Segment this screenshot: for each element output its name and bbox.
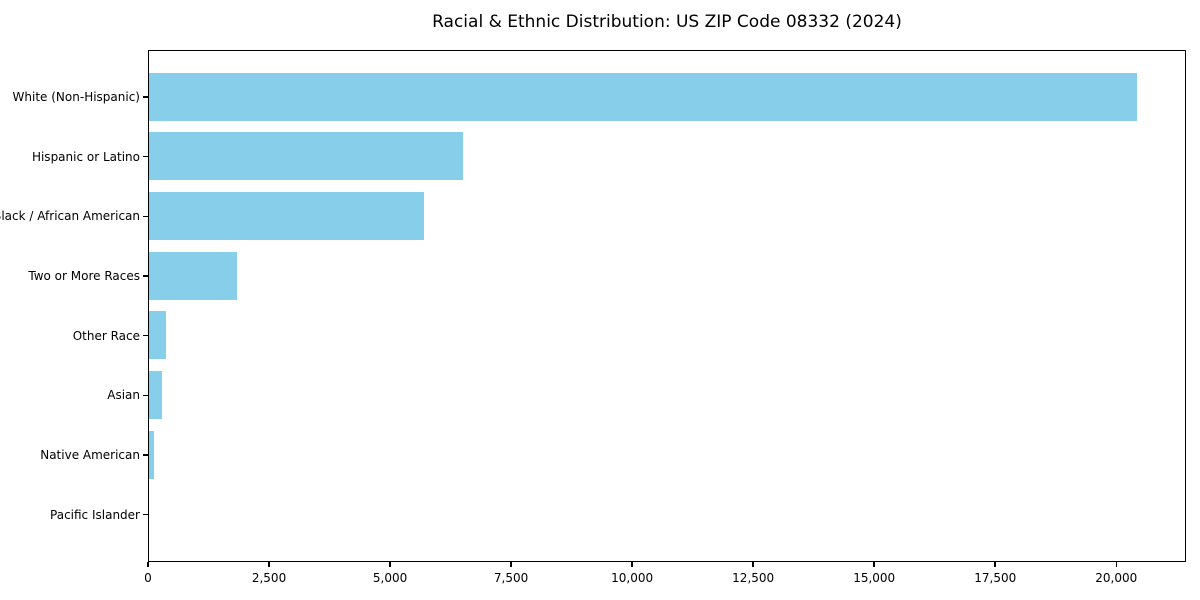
x-tick-mark bbox=[1115, 562, 1118, 567]
y-tick-label: Two or More Races bbox=[28, 269, 140, 283]
y-tick-label: White (Non-Hispanic) bbox=[12, 90, 140, 104]
chart-title: Racial & Ethnic Distribution: US ZIP Cod… bbox=[432, 12, 902, 32]
y-tick-mark bbox=[143, 334, 148, 337]
x-tick-label: 12,500 bbox=[732, 571, 775, 585]
bar-7 bbox=[149, 430, 154, 479]
x-tick-label: 2,500 bbox=[251, 571, 287, 585]
y-tick-label: Other Race bbox=[72, 328, 140, 343]
x-tick-mark bbox=[873, 562, 875, 567]
x-tick-label: 5,000 bbox=[372, 571, 408, 585]
x-tick-label: 0 bbox=[144, 571, 152, 585]
y-tick-label: Black / African American bbox=[0, 209, 140, 224]
bar-3 bbox=[149, 191, 424, 240]
x-tick-label: 10,000 bbox=[611, 571, 654, 585]
y-tick-label: Hispanic or Latino bbox=[31, 149, 140, 164]
x-tick-mark bbox=[268, 562, 270, 567]
x-tick-mark bbox=[631, 562, 633, 567]
y-tick-mark bbox=[143, 96, 148, 98]
bar-1 bbox=[149, 72, 1137, 121]
x-tick-label: 17,500 bbox=[974, 571, 1017, 585]
x-tick-mark bbox=[389, 562, 391, 567]
y-tick-mark bbox=[143, 454, 148, 456]
x-tick-label: 15,000 bbox=[853, 571, 896, 585]
y-tick-mark bbox=[143, 155, 148, 158]
bar-4 bbox=[149, 251, 237, 300]
plot-area bbox=[148, 50, 1186, 562]
y-tick-mark bbox=[143, 394, 148, 397]
bar-2 bbox=[149, 132, 463, 181]
bar-6 bbox=[149, 370, 162, 419]
x-tick-label: 20,000 bbox=[1095, 571, 1138, 585]
x-tick-mark bbox=[752, 562, 754, 567]
y-tick-label: Asian bbox=[107, 388, 140, 403]
y-tick-label: Native American bbox=[40, 448, 140, 463]
x-tick-mark bbox=[510, 562, 512, 567]
y-tick-label: Pacific Islander bbox=[50, 507, 140, 522]
y-tick-mark bbox=[143, 215, 148, 218]
bar-5 bbox=[149, 311, 166, 360]
x-tick-mark bbox=[994, 562, 996, 567]
x-tick-label: 7,500 bbox=[493, 571, 529, 585]
x-tick-mark bbox=[147, 562, 149, 567]
y-tick-mark bbox=[143, 513, 148, 516]
y-tick-mark bbox=[143, 275, 148, 277]
